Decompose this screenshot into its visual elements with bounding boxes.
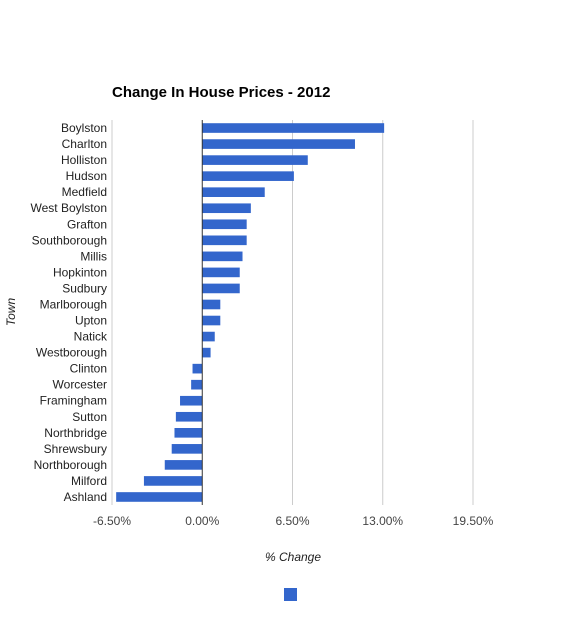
bar[interactable] [202,187,265,197]
category-label: Framingham [40,394,107,408]
bar[interactable] [116,492,203,502]
category-label: Westborough [36,346,107,360]
bar[interactable] [202,331,215,342]
bar[interactable] [202,251,243,262]
bar[interactable] [164,460,203,470]
category-label: Millis [80,249,107,263]
legend-swatch[interactable] [284,588,297,601]
chart-title: Change In House Prices - 2012 [112,84,330,101]
category-label: Natick [74,330,108,344]
category-label: Southborough [32,233,107,247]
bar[interactable] [202,123,385,133]
category-label: Hudson [66,169,107,183]
category-label: Holliston [61,153,107,167]
category-label: Charlton [62,137,107,151]
bar[interactable] [202,203,251,214]
category-label: Medfield [62,185,107,199]
x-tick-label: 6.50% [275,514,309,528]
bar[interactable] [171,444,203,454]
category-label: Boylston [61,121,107,135]
category-label: Sutton [72,410,107,424]
category-label: Worcester [53,378,107,392]
x-axis-title: % Change [265,550,321,564]
category-label: Upton [75,314,107,328]
bar[interactable] [143,476,203,486]
bar[interactable] [202,315,221,326]
category-labels: Boylston Charlton Holliston Hudson Medfield W… [31,121,108,504]
category-label: Grafton [67,217,107,231]
category-label: Northborough [34,458,107,472]
category-label: Hopkinton [53,265,107,279]
x-tick-label: 0.00% [185,514,219,528]
bar[interactable] [202,219,247,230]
bar[interactable] [202,171,294,181]
category-label: Clinton [70,362,107,376]
category-label: Shrewsbury [44,442,107,456]
grid [111,120,474,505]
category-label: Sudbury [62,281,107,295]
category-label: Ashland [64,490,107,504]
x-tick-label: 13.00% [362,514,403,528]
bar[interactable] [180,395,203,406]
x-tick-label: -6.50% [93,514,131,528]
bar[interactable] [202,139,355,149]
x-tick-label: 19.50% [453,514,494,528]
category-label: West Boylston [31,201,107,215]
bar[interactable] [191,379,203,390]
bar[interactable] [202,235,247,246]
bars [116,123,385,502]
bar[interactable] [192,363,203,374]
category-label: Milford [71,474,107,488]
bar[interactable] [202,347,211,358]
bar[interactable] [202,267,240,278]
bar[interactable] [174,428,203,438]
bar[interactable] [202,155,308,165]
bar[interactable] [202,283,240,294]
bar[interactable] [202,299,221,310]
category-label: Marlborough [40,297,107,311]
y-axis-title: Town [4,298,18,327]
x-tick-labels: -6.50% 0.00% 6.50% 13.00% 19.50% [93,514,494,528]
category-label: Northbridge [44,426,107,440]
bar[interactable] [175,411,203,422]
